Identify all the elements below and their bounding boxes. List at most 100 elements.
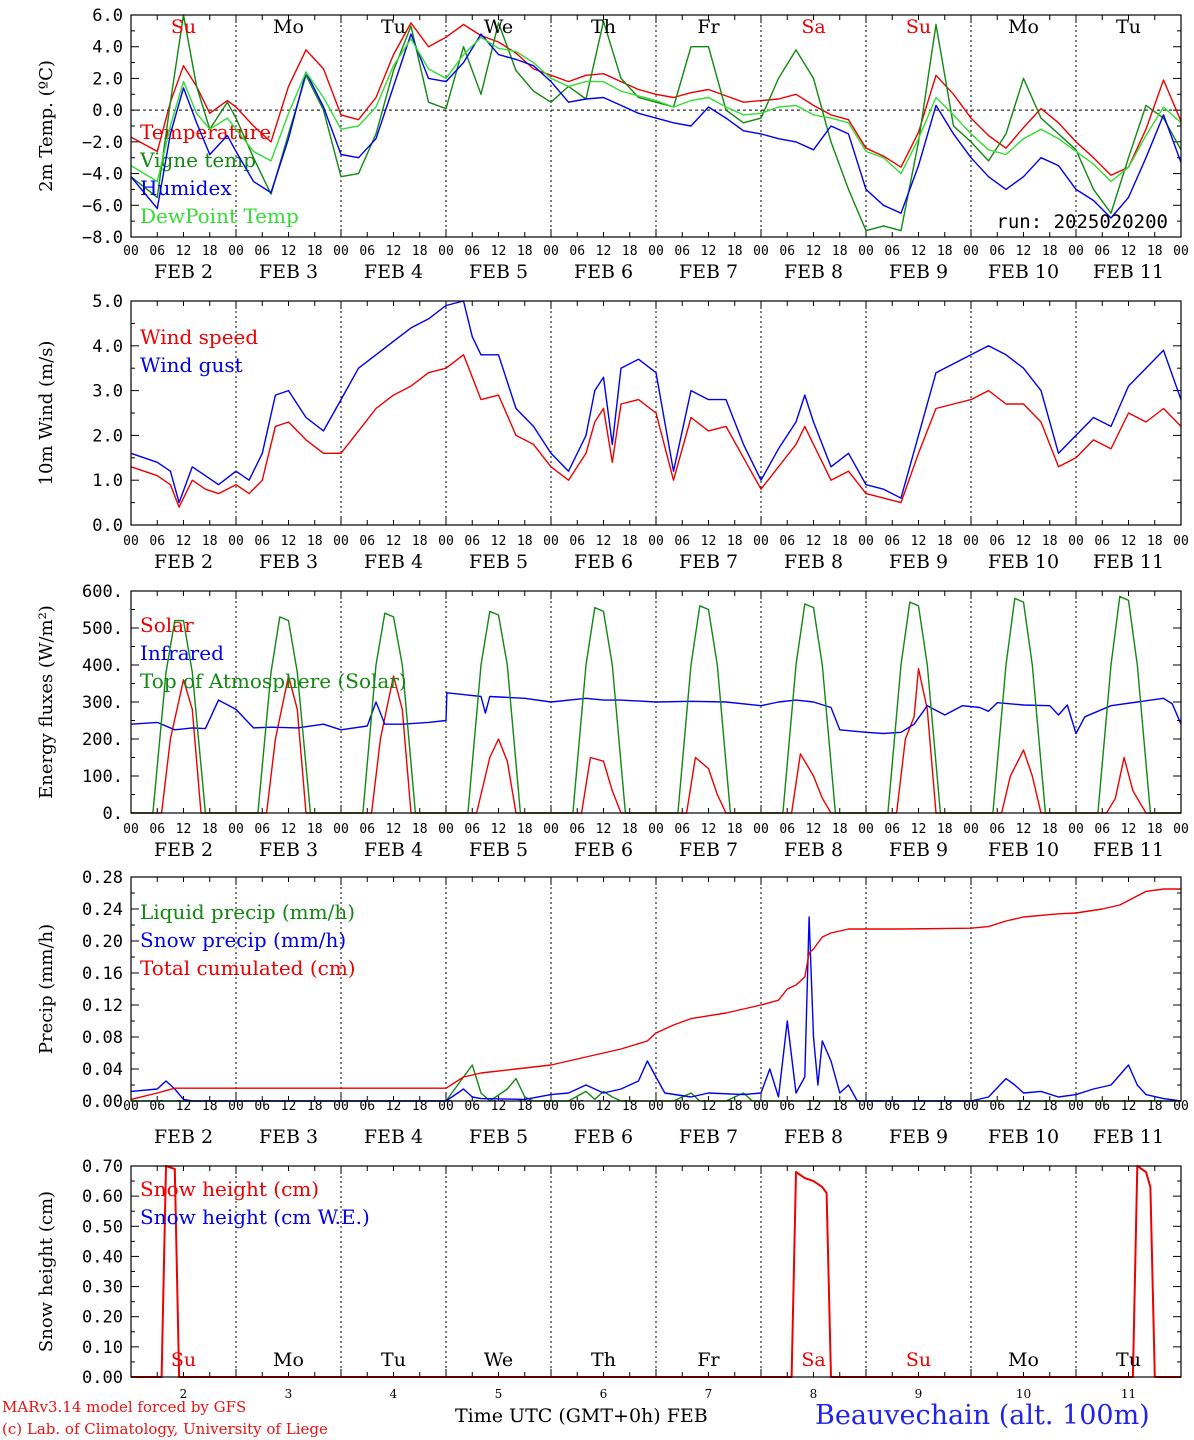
weekday-label: Sa	[801, 1349, 825, 1371]
y-tick-label: 0.30	[82, 1278, 123, 1298]
hour-tick-label: 12	[491, 534, 507, 549]
hour-tick-label: 06	[254, 1099, 270, 1114]
hour-tick-label: 18	[412, 1099, 428, 1114]
weekday-label: Mo	[273, 16, 304, 38]
series-line-temperature	[130, 22, 1182, 176]
y-tick-label: 0.04	[82, 1060, 123, 1080]
hour-tick-label: 00	[333, 244, 349, 259]
hour-tick-label: 18	[832, 1099, 848, 1114]
hour-tick-label: 12	[281, 534, 297, 549]
series-line-vigne-temp	[130, 14, 1182, 232]
hour-tick-label: 18	[832, 534, 848, 549]
hour-tick-label: 18	[202, 244, 218, 259]
hour-tick-label: 18	[727, 534, 743, 549]
y-tick-label: 400.	[82, 656, 123, 676]
hour-tick-label: 12	[1121, 822, 1137, 837]
hour-tick-label: 00	[123, 534, 139, 549]
hour-tick-label: 12	[281, 1099, 297, 1114]
day-number-label: 11	[1121, 1387, 1136, 1401]
hour-tick-label: 12	[701, 1099, 717, 1114]
hour-tick-label: 12	[911, 534, 927, 549]
hour-tick-label: 18	[1042, 822, 1058, 837]
hour-tick-label: 12	[1121, 1099, 1137, 1114]
y-tick-label: 0.50	[82, 1217, 123, 1237]
y-tick-label: 0.08	[82, 1028, 123, 1048]
hour-tick-label: 12	[491, 244, 507, 259]
hour-tick-label: 18	[412, 822, 428, 837]
hour-tick-label: 18	[622, 244, 638, 259]
y-tick-label: 5.0	[92, 292, 123, 312]
plot-frame	[130, 876, 1182, 1102]
y-axis-label: 2m Temp. (ºC)	[36, 60, 57, 192]
y-tick-label: 0.	[103, 804, 123, 824]
series-line-infrared	[130, 692, 1182, 735]
y-tick-label: −4.0	[82, 165, 123, 185]
hour-tick-label: 12	[701, 822, 717, 837]
hour-tick-label: 00	[543, 244, 559, 259]
hour-tick-label: 00	[1173, 534, 1189, 549]
station-name: Beauvechain (alt. 100m)	[815, 1400, 1150, 1431]
day-number-label: 3	[285, 1387, 293, 1401]
hour-tick-label: 12	[491, 1099, 507, 1114]
hour-tick-label: 12	[1121, 244, 1137, 259]
day-label: FEB 7	[679, 551, 738, 573]
day-label: FEB 6	[574, 261, 633, 283]
weekday-label: Th	[591, 1349, 616, 1371]
hour-tick-label: 18	[622, 822, 638, 837]
y-tick-label: 300.	[82, 693, 123, 713]
hour-tick-label: 18	[517, 244, 533, 259]
hour-tick-label: 06	[149, 244, 165, 259]
y-tick-label: 0.20	[82, 932, 123, 952]
legend-entry: Wind gust	[140, 353, 243, 377]
day-label: FEB 2	[154, 261, 213, 283]
day-label: FEB 8	[784, 261, 843, 283]
hour-tick-label: 06	[989, 1099, 1005, 1114]
hour-tick-label: 06	[569, 1099, 585, 1114]
day-label: FEB 7	[679, 261, 738, 283]
day-number-label: 5	[495, 1387, 503, 1401]
hour-tick-label: 06	[464, 1099, 480, 1114]
hour-tick-label: 18	[1042, 534, 1058, 549]
hour-tick-label: 00	[858, 534, 874, 549]
hour-tick-label: 18	[832, 822, 848, 837]
day-label: FEB 3	[259, 551, 318, 573]
hour-tick-label: 12	[386, 244, 402, 259]
hour-tick-label: 00	[753, 534, 769, 549]
hour-tick-label: 06	[254, 534, 270, 549]
day-label: FEB 5	[469, 551, 528, 573]
hour-tick-label: 06	[884, 534, 900, 549]
weekday-label: Tu	[1116, 16, 1141, 38]
hour-tick-label: 00	[858, 822, 874, 837]
plot-frame	[130, 590, 1182, 814]
y-tick-label: 600.	[82, 582, 123, 602]
hour-tick-label: 06	[254, 244, 270, 259]
day-label: FEB 4	[364, 1126, 423, 1148]
weekday-label: Th	[591, 16, 616, 38]
hour-tick-label: 00	[228, 1099, 244, 1114]
day-label: FEB 3	[259, 1126, 318, 1148]
hour-tick-label: 18	[937, 534, 953, 549]
legend-entry: Snow height (cm W.E.)	[140, 1205, 370, 1229]
y-axis-label: Energy fluxes (W/m²)	[36, 605, 57, 799]
plot-frame	[130, 1165, 1182, 1378]
series-line-humidex	[130, 33, 1182, 219]
hour-tick-label: 18	[202, 534, 218, 549]
y-tick-label: 0.10	[82, 1338, 123, 1358]
hour-tick-label: 18	[202, 1099, 218, 1114]
hour-tick-label: 06	[779, 822, 795, 837]
weekday-label: Tu	[381, 16, 406, 38]
hour-tick-label: 06	[359, 1099, 375, 1114]
hour-tick-label: 12	[386, 1099, 402, 1114]
hour-tick-label: 06	[989, 822, 1005, 837]
day-label: FEB 5	[469, 839, 528, 861]
weekday-label: Mo	[1008, 1349, 1039, 1371]
hour-tick-label: 00	[1068, 822, 1084, 837]
hour-tick-label: 00	[648, 534, 664, 549]
day-label: FEB 4	[364, 839, 423, 861]
hour-tick-label: 00	[228, 534, 244, 549]
weekday-label: Sa	[801, 16, 825, 38]
day-label: FEB 10	[988, 1126, 1059, 1148]
hour-tick-label: 00	[333, 534, 349, 549]
hour-tick-label: 00	[1173, 1099, 1189, 1114]
hour-tick-label: 06	[464, 822, 480, 837]
